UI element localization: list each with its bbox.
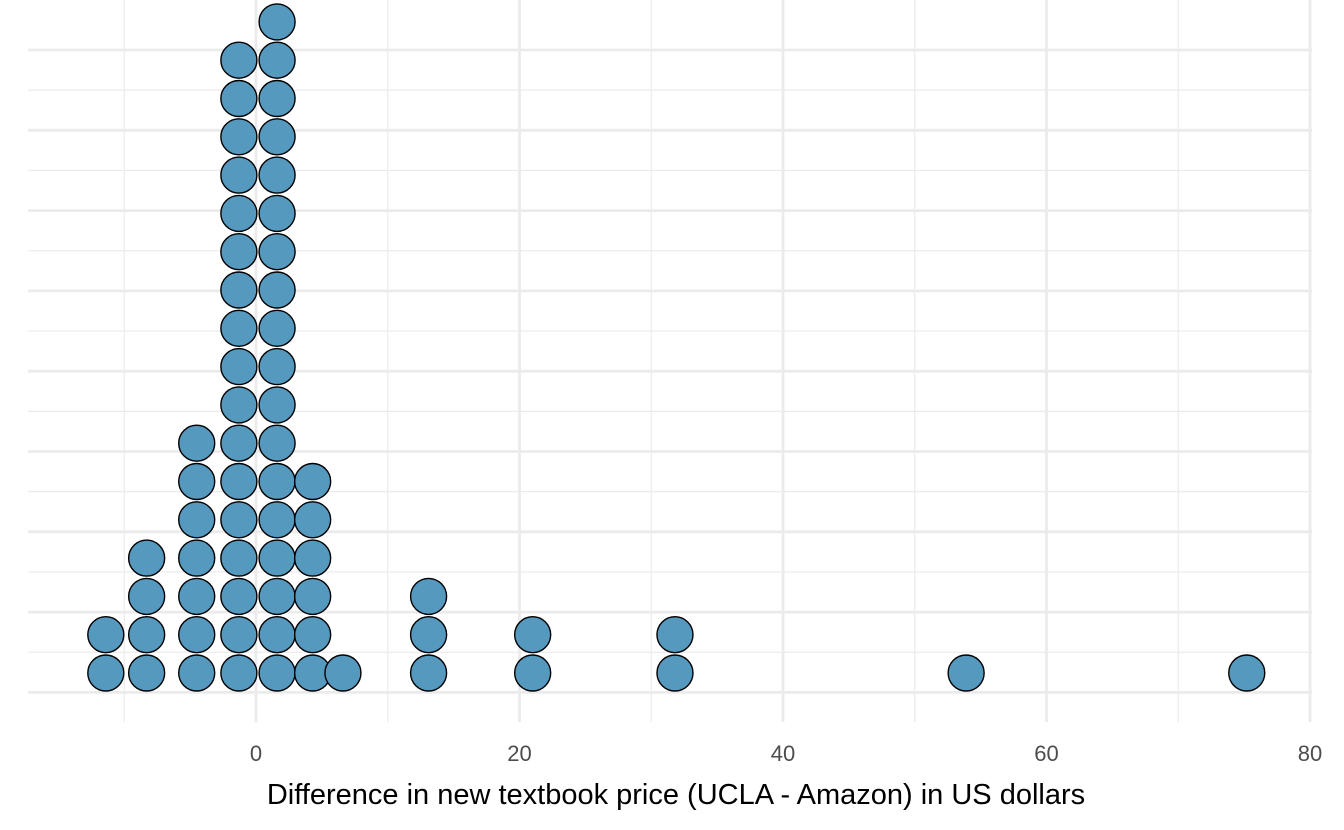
data-dot — [409, 654, 448, 692]
data-dot — [220, 386, 258, 424]
data-dot — [258, 616, 296, 654]
data-dot — [258, 156, 296, 194]
data-dot — [258, 501, 296, 539]
data-dot — [178, 539, 216, 577]
data-dot — [258, 232, 296, 271]
data-dot — [258, 654, 296, 692]
data-dot — [178, 616, 216, 654]
data-dot — [178, 424, 216, 462]
data-dot — [220, 462, 258, 501]
data-dot — [1228, 654, 1266, 692]
data-dot — [258, 194, 296, 233]
data-dot — [409, 616, 448, 654]
data-dot — [220, 654, 258, 692]
data-dot — [293, 577, 332, 616]
data-dot — [947, 654, 985, 692]
data-dot — [220, 539, 258, 577]
data-dot — [258, 539, 296, 577]
x-tick-label: 20 — [507, 741, 531, 766]
data-dot — [178, 577, 216, 616]
data-dot — [409, 577, 448, 616]
x-axis-title: Difference in new textbook price (UCLA -… — [267, 779, 1085, 811]
data-dot — [220, 309, 258, 347]
data-dot — [220, 616, 258, 654]
data-dot — [513, 654, 552, 692]
data-dot — [293, 462, 332, 501]
data-dot — [258, 3, 296, 41]
data-dot — [293, 616, 332, 654]
data-dot — [220, 232, 258, 271]
x-tick-label: 60 — [1034, 741, 1058, 766]
data-dot — [220, 41, 258, 79]
x-tick-label: 80 — [1298, 741, 1322, 766]
data-dot — [656, 616, 694, 654]
data-dot — [220, 118, 258, 156]
data-dot — [258, 462, 296, 501]
data-dot — [258, 79, 296, 118]
data-dot — [258, 271, 296, 309]
data-dot — [87, 616, 125, 654]
data-dot — [220, 424, 258, 462]
data-dot — [258, 347, 296, 386]
dot-stacks — [87, 3, 1266, 692]
data-dot — [656, 654, 694, 692]
data-dot — [220, 79, 258, 118]
data-dot — [258, 577, 296, 616]
x-tick-labels: 0 20 40 60 80 — [250, 741, 1322, 766]
data-dot — [220, 271, 258, 309]
data-dot — [127, 654, 166, 692]
data-dot — [220, 501, 258, 539]
data-dot — [127, 616, 166, 654]
data-dot — [87, 654, 125, 692]
data-dot — [178, 501, 216, 539]
data-dot — [220, 347, 258, 386]
x-tick-label: 0 — [250, 741, 262, 766]
data-dot — [293, 539, 332, 577]
data-dot — [513, 616, 552, 654]
data-dot — [258, 386, 296, 424]
data-dot — [127, 577, 166, 616]
data-dot — [220, 577, 258, 616]
data-dot — [258, 309, 296, 347]
data-dot — [258, 41, 296, 79]
data-dot — [178, 462, 216, 501]
data-dot — [127, 539, 166, 577]
data-dot — [258, 424, 296, 462]
data-dot — [324, 654, 362, 692]
grid-lines — [28, 0, 1312, 722]
x-tick-label: 40 — [771, 741, 795, 766]
data-dot — [220, 194, 258, 233]
data-dot — [258, 118, 296, 156]
data-dot — [293, 501, 332, 539]
data-dot — [178, 654, 216, 692]
data-dot — [220, 156, 258, 194]
